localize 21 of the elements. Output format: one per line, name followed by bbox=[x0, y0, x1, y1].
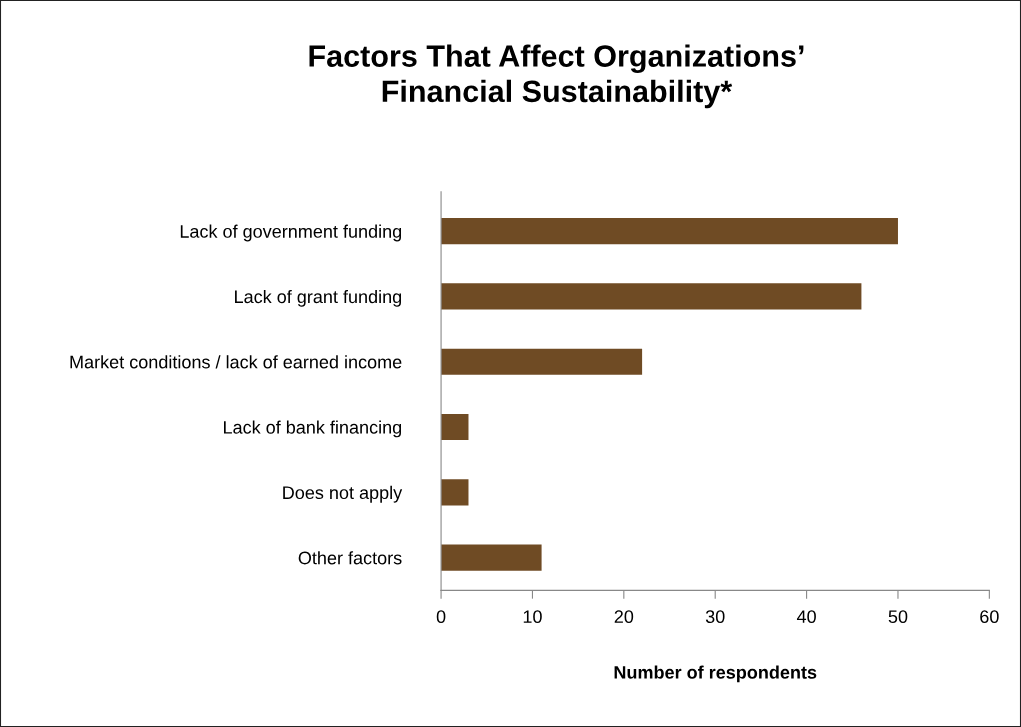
y-tick-label: Lack of bank financing bbox=[224, 420, 402, 438]
x-tick-label: 0 bbox=[436, 610, 446, 624]
x-tick-label: 10 bbox=[523, 610, 542, 624]
bar bbox=[441, 348, 643, 375]
bar bbox=[441, 218, 898, 245]
y-tick-label: Market conditions / lack of earned income bbox=[70, 355, 402, 369]
x-tick-label: 40 bbox=[796, 610, 816, 624]
x-tick-label: 60 bbox=[980, 610, 999, 624]
x-axis-title: Number of respondents bbox=[614, 665, 817, 683]
x-tick-label: 50 bbox=[888, 610, 908, 624]
y-tick-label: Other factors bbox=[298, 551, 402, 565]
y-tick-label: Lack of grant funding bbox=[235, 289, 402, 307]
x-tick-label: 30 bbox=[705, 610, 725, 624]
x-tick-label: 20 bbox=[614, 610, 634, 624]
y-tick-label: Does not apply bbox=[283, 485, 403, 503]
y-tick-label: Lack of government funding bbox=[180, 224, 402, 242]
bar bbox=[441, 544, 542, 571]
chart-title: Factors That Affect Organizations’ Financial Sustainability* bbox=[309, 44, 804, 109]
bar bbox=[441, 413, 469, 441]
bar bbox=[441, 479, 469, 506]
bar bbox=[441, 283, 862, 310]
